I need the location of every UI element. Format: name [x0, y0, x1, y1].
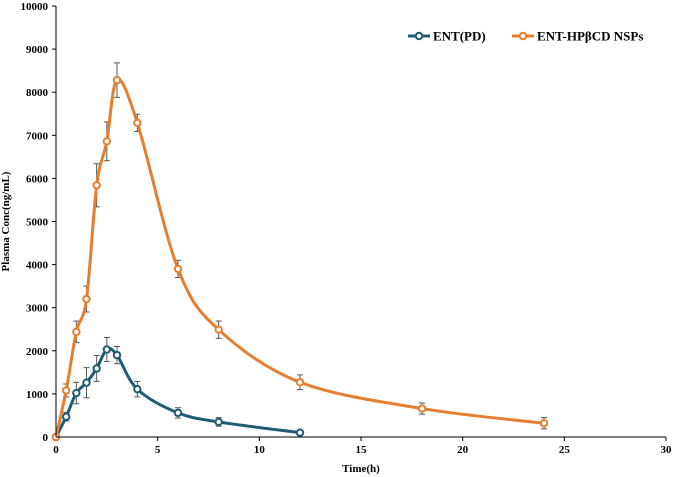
data-point	[102, 137, 112, 146]
x-tick-label: 25	[559, 444, 571, 456]
data-point	[82, 294, 91, 304]
data-point	[539, 419, 549, 428]
x-tick-label: 10	[254, 444, 266, 456]
y-tick-label: 0	[43, 432, 49, 444]
x-tick-label: 5	[155, 444, 161, 456]
y-axis-ticks: 0 1000 2000 3000 4000 5000 6000 7000 8000 9000 100…	[21, 1, 56, 444]
x-axis-ticks: 0 5 10 15 20 25 30	[53, 437, 672, 456]
legend: ENT(PD) ENT-HPβCD NSPs	[408, 29, 643, 44]
series-line	[54, 78, 546, 439]
data-point	[112, 350, 122, 360]
data-point	[133, 384, 142, 394]
series-1	[51, 62, 549, 442]
y-tick-label: 1000	[26, 389, 49, 401]
data-point	[133, 118, 142, 128]
y-tick-label: 10000	[21, 1, 49, 13]
y-tick-label: 5000	[26, 217, 49, 229]
data-point	[102, 345, 112, 354]
legend-item-ent-pd: ENT(PD)	[408, 29, 486, 44]
y-axis-title: Plasma Conc(ng/mL)	[0, 171, 12, 271]
y-tick-label: 2000	[26, 346, 49, 358]
x-tick-label: 30	[661, 444, 673, 456]
data-point	[214, 325, 223, 334]
series-line	[54, 347, 302, 439]
legend-label: ENT-HPβCD NSPs	[537, 29, 643, 44]
data-point	[61, 412, 71, 421]
data-point	[92, 364, 101, 373]
legend-swatch-marker	[414, 31, 424, 41]
data-point	[72, 388, 81, 398]
legend-label: ENT(PD)	[433, 29, 486, 44]
y-tick-label: 6000	[26, 173, 49, 185]
data-point	[61, 386, 71, 395]
y-tick-label: 4000	[26, 260, 49, 272]
data-point	[173, 408, 183, 418]
y-tick-label: 9000	[26, 44, 49, 56]
data-point	[417, 404, 427, 413]
data-point	[295, 378, 305, 387]
y-tick-label: 3000	[26, 303, 49, 315]
series-layer	[51, 62, 549, 442]
x-axis-title: Time(h)	[342, 463, 380, 475]
series-0	[51, 336, 305, 442]
data-point	[295, 428, 305, 437]
x-tick-label: 20	[457, 444, 469, 456]
x-tick-label: 15	[356, 444, 368, 456]
y-tick-label: 7000	[26, 130, 49, 142]
data-point	[112, 75, 122, 85]
data-point	[92, 181, 101, 190]
legend-swatch-marker	[518, 31, 528, 41]
data-point	[72, 327, 81, 337]
legend-item-ent-hpbcd-nsps: ENT-HPβCD NSPs	[512, 29, 643, 44]
x-tick-label: 0	[53, 444, 59, 456]
data-point	[82, 378, 91, 387]
data-point	[173, 264, 183, 274]
y-tick-label: 8000	[26, 87, 49, 99]
data-point	[214, 417, 223, 427]
